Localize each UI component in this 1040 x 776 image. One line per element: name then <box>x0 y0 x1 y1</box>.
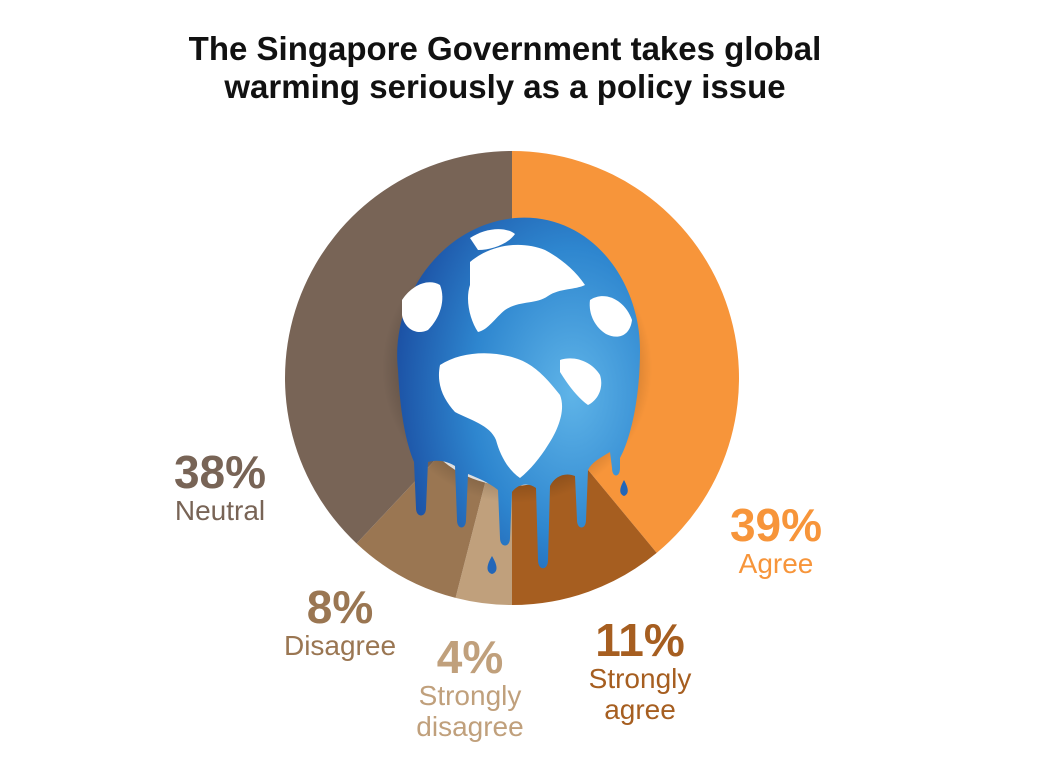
label-strongly-agree: 11% Strongly agree <box>565 617 715 725</box>
label-neutral: 38% Neutral <box>150 449 290 526</box>
value-label-agree: 39% <box>729 499 823 551</box>
label-disagree: 8% Disagree <box>270 584 410 661</box>
continent-west <box>402 282 443 333</box>
category-label-neutral-line-1: Neutral <box>174 495 266 526</box>
continent-arabia <box>560 358 602 405</box>
label-strongly-disagree: 4% Strongly disagree <box>395 634 545 742</box>
category-label-agree-line-1: Agree <box>738 548 814 579</box>
continent-africa <box>438 353 563 478</box>
continent-greenland <box>470 229 515 250</box>
slice-disagree <box>356 456 486 598</box>
category-label-disagree-line-1: Disagree <box>283 630 397 661</box>
category-label-strongly-disagree-line-1: Strongly <box>418 680 522 711</box>
melting-globe-icon <box>382 217 652 574</box>
continent-europe <box>467 244 585 332</box>
chart-title-line-1: The Singapore Government takes global <box>188 30 822 67</box>
chart-title-line-2: warming seriously as a policy issue <box>224 68 786 105</box>
value-label-strongly-agree: 11% <box>595 614 685 666</box>
label-agree: 39% Agree <box>706 502 846 579</box>
value-label-strongly-disagree: 4% <box>436 631 504 683</box>
category-label-strongly-disagree-line-2: disagree <box>416 711 524 742</box>
slice-strongly-disagree <box>455 482 512 605</box>
value-label-disagree: 8% <box>306 581 374 633</box>
chart-title: The Singapore Government takes global wa… <box>100 30 910 106</box>
category-label-strongly-agree-line-2: agree <box>604 694 676 725</box>
drop-1 <box>487 556 497 574</box>
continent-asia <box>589 296 632 337</box>
category-label-strongly-agree-line-1: Strongly <box>588 663 692 694</box>
value-label-neutral: 38% <box>173 446 267 498</box>
drop-2 <box>620 480 628 496</box>
